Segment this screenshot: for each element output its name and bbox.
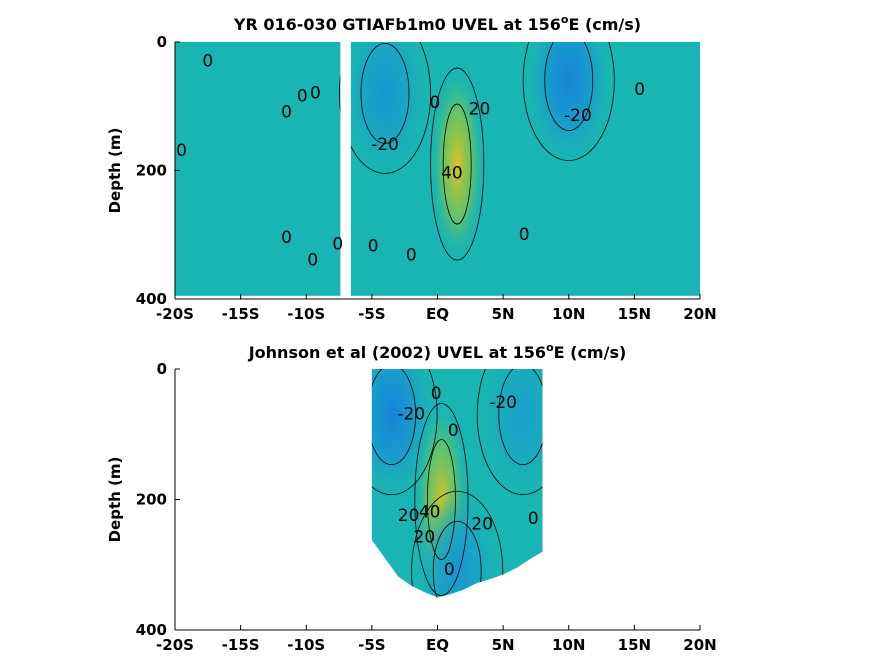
contour-label: 0: [310, 83, 321, 103]
title-suffix: E (cm/s): [568, 15, 641, 34]
velocity-field: [371, 369, 543, 598]
velocity-field: [175, 42, 700, 299]
contour-label: 0: [429, 93, 440, 113]
title-degree-superscript: o: [561, 13, 569, 26]
y-axis-label: Depth (m): [106, 128, 124, 214]
contour-label: 0: [431, 384, 442, 404]
contour-label: 20: [469, 99, 491, 119]
x-tick-label: -15S: [222, 636, 260, 654]
x-tick-label: -20S: [156, 305, 194, 323]
contour-line: [432, 520, 482, 598]
contour-label: 0: [297, 87, 308, 107]
contour-label: 20: [398, 506, 420, 526]
y-tick-label: 0: [157, 360, 167, 378]
contour-line: [522, 42, 615, 161]
westward-flow-region: [371, 369, 432, 495]
contour-label: 0: [528, 509, 539, 529]
contour-label: 0: [444, 560, 455, 580]
y-tick-label: 200: [136, 162, 167, 180]
x-tick-label: 20N: [683, 636, 716, 654]
chart-title: YR 016-030 GTIAFb1m0 UVEL at 156oE (cm/s…: [233, 13, 641, 34]
contour-label: 0: [406, 245, 417, 265]
missing-data-gap: [340, 42, 351, 299]
x-tick-label: 10N: [552, 636, 585, 654]
x-tick-label: -5S: [358, 305, 385, 323]
contour-line: [371, 369, 438, 496]
title-main: YR 016-030 GTIAFb1m0 UVEL at 156: [233, 15, 561, 34]
x-tick-label: -5S: [358, 636, 385, 654]
contour-label: 20: [471, 514, 493, 534]
x-tick-label: 5N: [492, 305, 515, 323]
x-tick-label: 20N: [683, 305, 716, 323]
contour-label: 0: [448, 421, 459, 441]
x-tick-label: -10S: [287, 636, 325, 654]
contour-label: -20: [397, 405, 425, 425]
westward-flow-region: [482, 369, 543, 495]
contour-line: [544, 42, 594, 131]
contour-label: 0: [634, 80, 645, 100]
contour-label: 0: [202, 51, 213, 71]
contour-line: [427, 439, 456, 560]
contour-label: 0: [332, 234, 343, 254]
title-degree-superscript: o: [546, 341, 554, 354]
contour-line: [371, 369, 416, 466]
contour-line: [476, 369, 543, 496]
contour-line: [414, 403, 469, 596]
y-tick-label: 0: [157, 33, 167, 51]
x-tick-label: 15N: [618, 305, 651, 323]
x-tick-label: -20S: [156, 636, 194, 654]
westward-flow-region: [528, 42, 609, 161]
contour-label: 40: [441, 164, 463, 184]
contour-line: [339, 42, 431, 174]
contour-label: -20: [489, 393, 517, 413]
x-tick-label: 15N: [618, 636, 651, 654]
contour-label: 40: [419, 503, 441, 523]
x-tick-label: 5N: [492, 636, 515, 654]
title-main: Johnson et al (2002) UVEL at 156: [248, 343, 546, 362]
chart-title: Johnson et al (2002) UVEL at 156oE (cm/s…: [248, 341, 627, 362]
y-axis-label: Depth (m): [106, 457, 124, 543]
westward-flow-region: [345, 42, 425, 174]
x-tick-label: EQ: [426, 636, 449, 654]
contour-line: [498, 369, 543, 466]
eastward-jet-core: [431, 69, 484, 260]
x-tick-label: EQ: [426, 305, 449, 323]
westward-flow-region: [417, 491, 498, 598]
y-tick-label: 400: [136, 290, 167, 308]
y-tick-label: 200: [136, 491, 167, 509]
contour-label: 0: [281, 228, 292, 248]
contour-label: 0: [307, 250, 318, 270]
contour-line: [360, 43, 410, 144]
contour-label: 0: [519, 225, 530, 245]
contour-label: 0: [281, 103, 292, 123]
contour-label: 0: [176, 141, 187, 161]
contour-label: 20: [414, 527, 436, 547]
y-tick-label: 400: [136, 621, 167, 639]
contour-label: -20: [371, 135, 399, 155]
contour-label: 0: [368, 236, 379, 256]
x-tick-label: 10N: [552, 305, 585, 323]
title-suffix: E (cm/s): [554, 343, 627, 362]
contour-label: -20: [564, 106, 592, 126]
contour-line: [442, 103, 472, 225]
x-tick-label: -10S: [287, 305, 325, 323]
contour-line: [411, 490, 504, 598]
contour-line: [430, 67, 485, 261]
x-tick-label: -15S: [222, 305, 260, 323]
